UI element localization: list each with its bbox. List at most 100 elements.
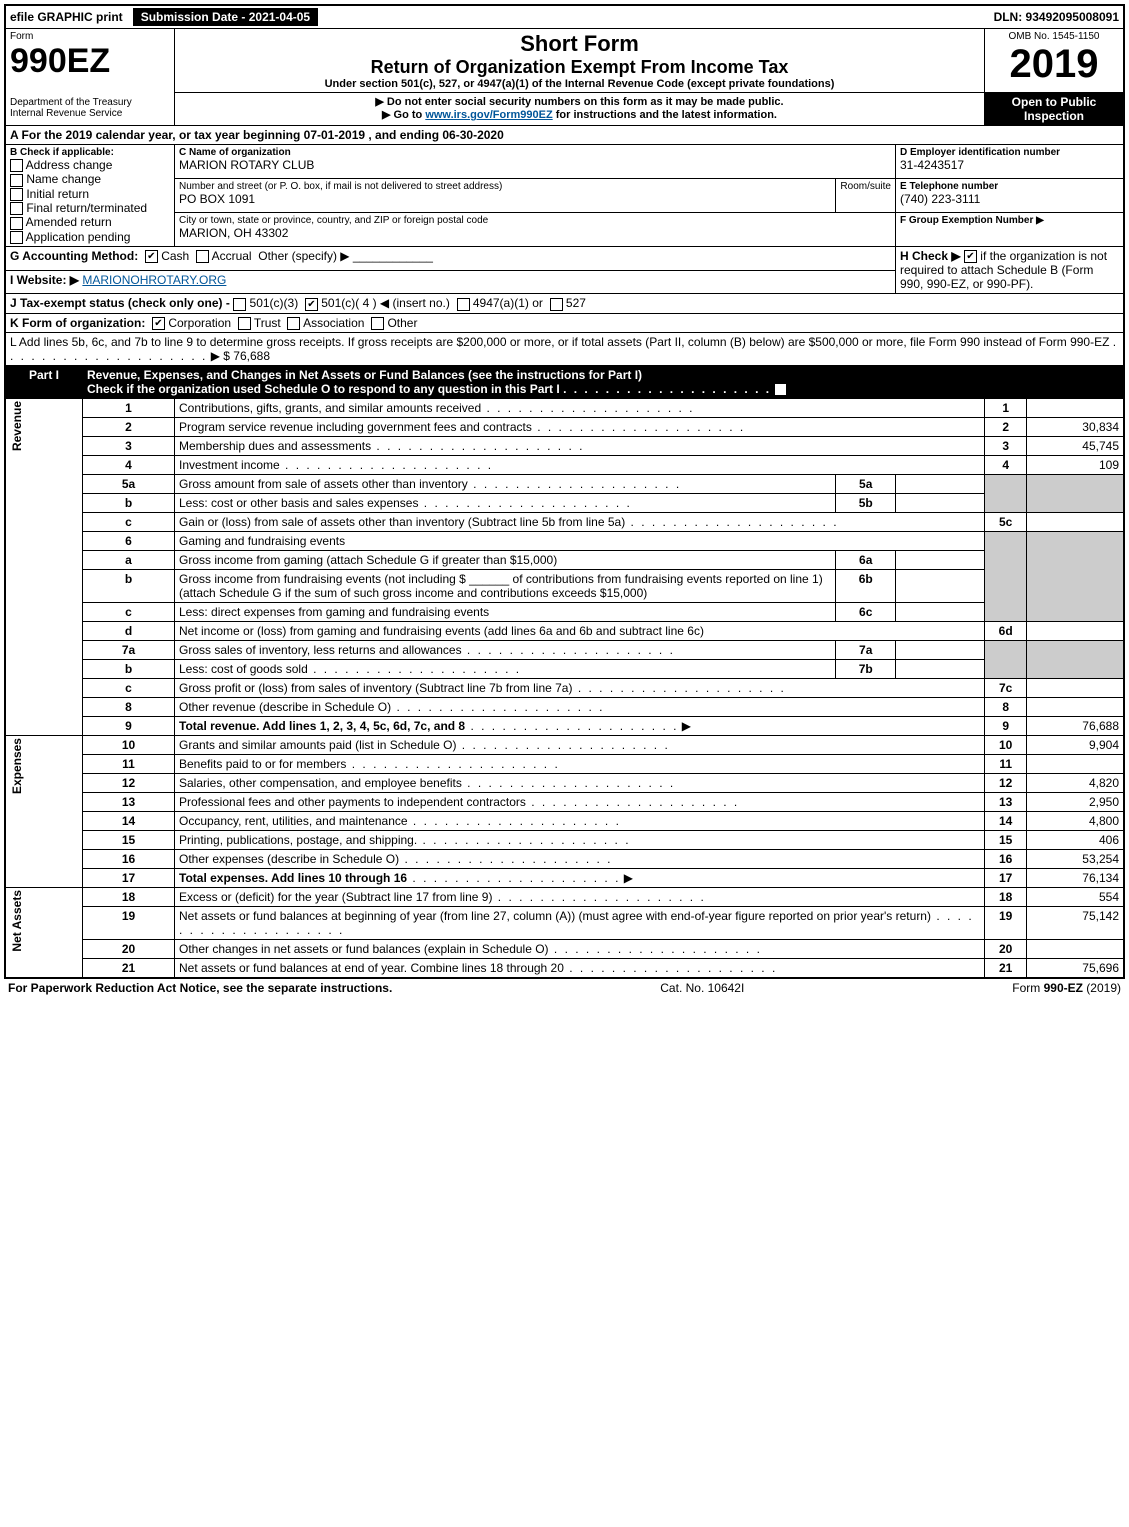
527-checkbox[interactable]: [550, 298, 563, 311]
section-h-label: H Check ▶: [900, 249, 961, 263]
app-pending-checkbox[interactable]: [10, 231, 23, 244]
line-7c-col: 7c: [985, 679, 1027, 698]
line-3-num: 3: [82, 437, 174, 456]
line-18-text: Excess or (deficit) for the year (Subtra…: [179, 890, 492, 904]
other-method-label: Other (specify) ▶: [258, 249, 349, 263]
line-13-val: 2,950: [1027, 793, 1124, 812]
line-6a-col: 6a: [836, 551, 896, 570]
line-16-val: 53,254: [1027, 850, 1124, 869]
section-l-arrow: ▶ $: [211, 349, 230, 363]
line-6b-col: 6b: [836, 570, 896, 603]
line-11-text: Benefits paid to or for members: [179, 757, 346, 771]
line-15-val: 406: [1027, 831, 1124, 850]
line-6b-text1: Gross income from fundraising events (no…: [179, 572, 466, 586]
name-change-checkbox[interactable]: [10, 174, 23, 187]
part1-check-line: Check if the organization used Schedule …: [87, 382, 560, 396]
line-7a-text: Gross sales of inventory, less returns a…: [179, 643, 462, 657]
irs-link[interactable]: www.irs.gov/Form990EZ: [425, 109, 552, 121]
gray-cell: [985, 532, 1027, 622]
line-14-text: Occupancy, rent, utilities, and maintena…: [179, 814, 408, 828]
irs-label: Internal Revenue Service: [10, 108, 170, 119]
line-5a-col: 5a: [836, 475, 896, 494]
other-org-checkbox[interactable]: [371, 317, 384, 330]
line-18-col: 18: [985, 888, 1027, 907]
section-c-name-label: C Name of organization: [179, 147, 891, 158]
line-7a-num: 7a: [82, 641, 174, 660]
line-17-val: 76,134: [1027, 869, 1124, 888]
corp-label: Corporation: [168, 316, 231, 330]
line-14-col: 14: [985, 812, 1027, 831]
line-9-num: 9: [82, 717, 174, 736]
amended-return-checkbox[interactable]: [10, 217, 23, 230]
assoc-checkbox[interactable]: [287, 317, 300, 330]
line-5c-num: c: [82, 513, 174, 532]
final-return-checkbox[interactable]: [10, 202, 23, 215]
4947a1-checkbox[interactable]: [457, 298, 470, 311]
website-link[interactable]: MARIONOHROTARY.ORG: [82, 273, 226, 287]
line-14-num: 14: [82, 812, 174, 831]
gray-cell: [1027, 641, 1124, 679]
4947a1-label: 4947(a)(1) or: [473, 296, 543, 310]
line-21-text: Net assets or fund balances at end of ye…: [179, 961, 564, 975]
section-i-label: I Website: ▶: [10, 273, 79, 287]
line-7c-val: [1027, 679, 1124, 698]
line-19-col: 19: [985, 907, 1027, 940]
initial-return-checkbox[interactable]: [10, 188, 23, 201]
line-16-text: Other expenses (describe in Schedule O): [179, 852, 399, 866]
line-17-num: 17: [82, 869, 174, 888]
line-10-col: 10: [985, 736, 1027, 755]
line-9-val: 76,688: [1027, 717, 1124, 736]
expenses-vlabel: Expenses: [10, 738, 24, 794]
gray-cell: [985, 641, 1027, 679]
line-5a-num: 5a: [82, 475, 174, 494]
section-l-text: L Add lines 5b, 6c, and 7b to line 9 to …: [10, 335, 1109, 349]
city-value: MARION, OH 43302: [179, 226, 891, 240]
schedule-o-checkbox[interactable]: [774, 383, 787, 396]
line-6d-text: Net income or (loss) from gaming and fun…: [179, 624, 704, 638]
line-3-text: Membership dues and assessments: [179, 439, 371, 453]
addr-change-label: Address change: [26, 158, 113, 172]
line-5a-text: Gross amount from sale of assets other t…: [179, 477, 468, 491]
line-7a-col: 7a: [836, 641, 896, 660]
part1-title: Revenue, Expenses, and Changes in Net As…: [87, 368, 642, 382]
line-6a-num: a: [82, 551, 174, 570]
501c-label: 501(c)( 4 ) ◀ (insert no.): [321, 296, 450, 310]
schedule-b-checkbox[interactable]: [964, 250, 977, 263]
trust-checkbox[interactable]: [238, 317, 251, 330]
addr-change-checkbox[interactable]: [10, 159, 23, 172]
org-name: MARION ROTARY CLUB: [179, 158, 891, 172]
dots: [563, 382, 771, 396]
501c3-label: 501(c)(3): [250, 296, 299, 310]
line-8-text: Other revenue (describe in Schedule O): [179, 700, 391, 714]
line-10-text: Grants and similar amounts paid (list in…: [179, 738, 456, 752]
line-4-col: 4: [985, 456, 1027, 475]
accrual-checkbox[interactable]: [196, 250, 209, 263]
initial-return-label: Initial return: [26, 187, 89, 201]
line-6a-val: [896, 551, 985, 570]
line-3-col: 3: [985, 437, 1027, 456]
section-k-label: K Form of organization:: [10, 316, 145, 330]
line-9-text: Total revenue. Add lines 1, 2, 3, 4, 5c,…: [179, 719, 465, 733]
section-e-label: E Telephone number: [900, 181, 1119, 192]
line-5b-num: b: [82, 494, 174, 513]
line-6d-col: 6d: [985, 622, 1027, 641]
section-f-label: F Group Exemption Number ▶: [900, 215, 1119, 226]
other-org-label: Other: [387, 316, 417, 330]
line-16-col: 16: [985, 850, 1027, 869]
line-2-text: Program service revenue including govern…: [179, 420, 532, 434]
street-value: PO BOX 1091: [179, 192, 831, 206]
line-21-val: 75,696: [1027, 959, 1124, 979]
line-20-col: 20: [985, 940, 1027, 959]
corp-checkbox[interactable]: [152, 317, 165, 330]
line-15-text: Printing, publications, postage, and shi…: [179, 833, 417, 847]
app-pending-label: Application pending: [26, 230, 131, 244]
section-j-label: J Tax-exempt status (check only one) -: [10, 296, 230, 310]
amended-return-label: Amended return: [26, 215, 112, 229]
footer-right: Form 990-EZ (2019): [1012, 981, 1121, 995]
dept-label: Department of the Treasury: [10, 97, 170, 108]
501c3-checkbox[interactable]: [233, 298, 246, 311]
cash-checkbox[interactable]: [145, 250, 158, 263]
line-7c-text: Gross profit or (loss) from sales of inv…: [179, 681, 572, 695]
501c-checkbox[interactable]: [305, 298, 318, 311]
submission-date-button[interactable]: Submission Date - 2021-04-05: [133, 8, 318, 26]
